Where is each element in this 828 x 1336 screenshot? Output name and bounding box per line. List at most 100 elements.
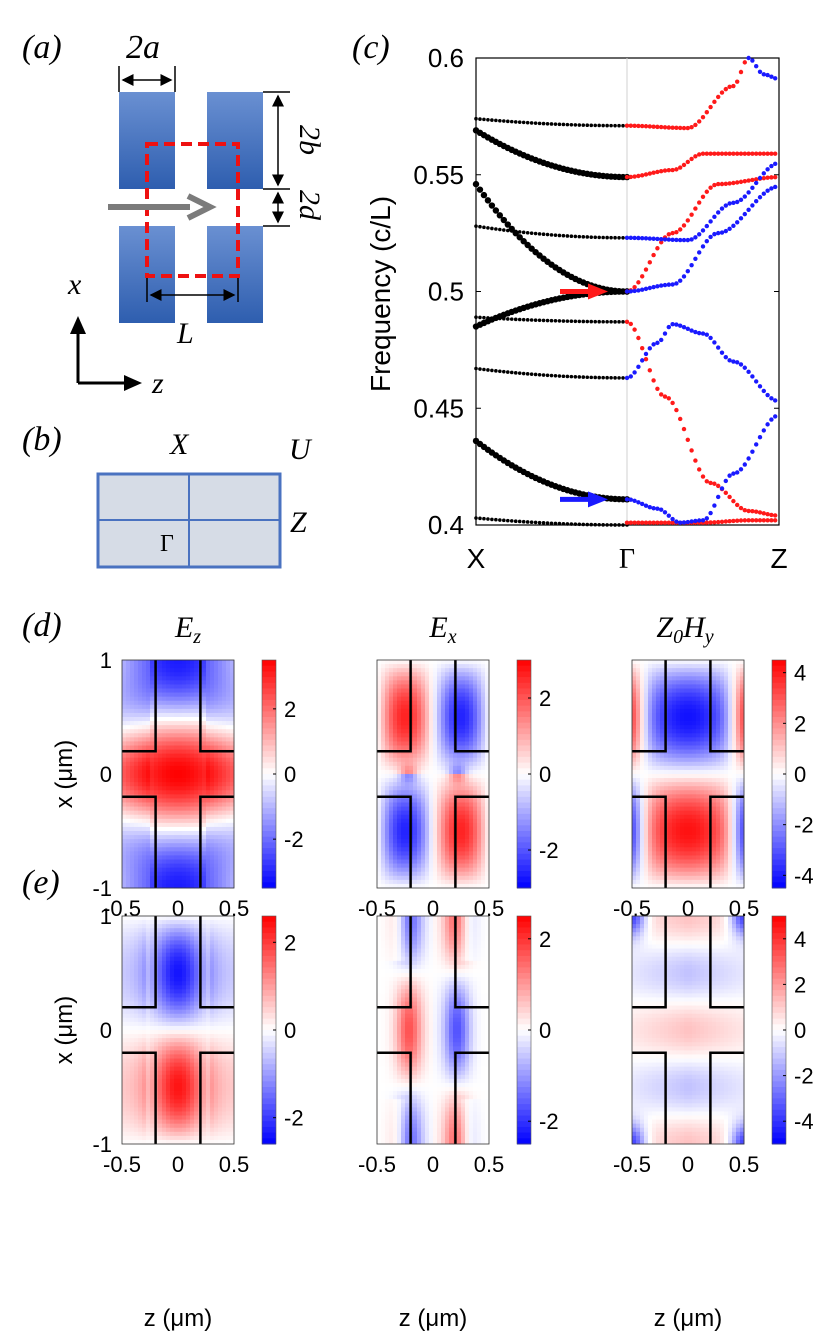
heatmap-cell — [652, 875, 657, 881]
band-point-blue-3 — [761, 191, 766, 196]
heatmap-cell — [425, 753, 430, 759]
heatmap-cell — [178, 843, 183, 848]
heatmap-cell — [465, 863, 470, 869]
heatmap-cell — [393, 802, 398, 807]
heatmap-cell — [186, 826, 191, 832]
heatmap-cell — [381, 798, 386, 803]
heatmap-cell — [226, 843, 231, 848]
heatmap-cell — [393, 672, 398, 677]
heatmap-cell — [469, 765, 474, 771]
heatmap-cell — [174, 717, 179, 722]
heatmap-cell — [457, 822, 462, 828]
heatmap-cell — [397, 676, 402, 681]
heatmap-cell — [126, 765, 131, 771]
heatmap-cell — [465, 798, 470, 803]
heatmap-cell — [461, 700, 466, 706]
heatmap-cell — [206, 745, 211, 750]
heatmap-cell — [377, 741, 382, 746]
heatmap-cell — [377, 879, 382, 885]
heatmap-cell — [469, 818, 474, 824]
heatmap-cell — [385, 863, 390, 869]
heatmap-cell — [405, 871, 410, 877]
heatmap-cell — [433, 700, 438, 706]
band-point-red-4 — [716, 151, 721, 156]
heatmap-cell — [206, 859, 211, 864]
heatmap-cell — [680, 871, 685, 877]
heatmap-cell — [182, 717, 187, 722]
heatmap-cell — [401, 704, 406, 710]
heatmap-cell — [397, 867, 402, 873]
heatmap-cell — [684, 863, 689, 869]
heatmap-cell — [166, 664, 171, 669]
heatmap-cell — [632, 883, 637, 889]
heatmap-cell — [142, 712, 147, 718]
heatmap-cell — [122, 765, 127, 771]
heatmap-cell — [461, 786, 466, 791]
heatmap-cell — [178, 806, 183, 812]
heatmap-cell — [222, 737, 227, 742]
heatmap-cell — [465, 806, 470, 812]
heatmap-cell — [126, 745, 131, 750]
heatmap-cell — [644, 810, 649, 816]
heatmap-cell — [413, 867, 418, 873]
heatmap-cell — [676, 676, 681, 681]
heatmap-cell — [190, 712, 195, 718]
heatmap-cell — [182, 692, 187, 698]
heatmap-cell — [481, 863, 486, 869]
heatmap-cell — [477, 761, 482, 767]
heatmap-cell — [696, 847, 701, 852]
heatmap-cell — [676, 790, 681, 795]
heatmap-cell — [385, 786, 390, 791]
heatmap-cell — [437, 741, 442, 746]
heatmap-cell — [672, 822, 677, 828]
heatmap-cell — [417, 753, 422, 759]
heatmap-cell — [473, 753, 478, 759]
heatmap-cell — [485, 712, 490, 718]
heatmap-cell — [457, 696, 462, 702]
heatmap-cell — [186, 790, 191, 795]
heatmap-cell — [214, 692, 219, 698]
heatmap-cell — [385, 843, 390, 848]
heatmap-cell — [632, 725, 637, 730]
heatmap-cell — [672, 871, 677, 877]
band-point-red-5 — [693, 122, 698, 128]
heatmap-cell — [644, 778, 649, 783]
heatmap-cell — [146, 802, 151, 807]
heatmap-cell — [632, 769, 637, 775]
heatmap-cell — [680, 737, 685, 742]
band-point-red-5 — [708, 104, 713, 110]
heatmap-cell — [421, 883, 426, 889]
heatmap-cell — [162, 712, 167, 718]
heatmap-cell — [640, 859, 645, 864]
heatmap-cell — [417, 798, 422, 803]
heatmap-cell — [130, 704, 135, 710]
heatmap-cell — [449, 879, 454, 885]
heatmap-cell — [425, 794, 430, 799]
heatmap-cell — [134, 863, 139, 869]
heatmap-cell — [680, 851, 685, 856]
band-point-red-2 — [666, 396, 671, 401]
band-point-XG-4 — [557, 319, 562, 323]
heatmap-cell — [389, 761, 394, 767]
heatmap-cell — [425, 859, 430, 864]
heatmap-cell — [174, 712, 179, 718]
heatmap-cell — [218, 700, 223, 706]
heatmap-cell — [142, 737, 147, 742]
heatmap-cell — [138, 737, 143, 742]
heatmap-cell — [377, 700, 382, 706]
heatmap-cell — [445, 786, 450, 791]
heatmap-cell — [186, 883, 191, 889]
heatmap-cell — [190, 839, 195, 844]
heatmap-cell — [648, 769, 653, 775]
heatmap-cell — [401, 790, 406, 795]
heatmap-cell — [417, 765, 422, 771]
heatmap-cell — [688, 855, 693, 860]
heatmap-cell — [425, 721, 430, 726]
heatmap-cell — [178, 790, 183, 795]
heatmap-cell — [640, 851, 645, 856]
heatmap-cell — [146, 753, 151, 759]
heatmap-cell — [134, 765, 139, 771]
heatmap-cell — [126, 806, 131, 812]
band-point-XG-1 — [613, 523, 617, 527]
heatmap-cell — [473, 826, 478, 832]
